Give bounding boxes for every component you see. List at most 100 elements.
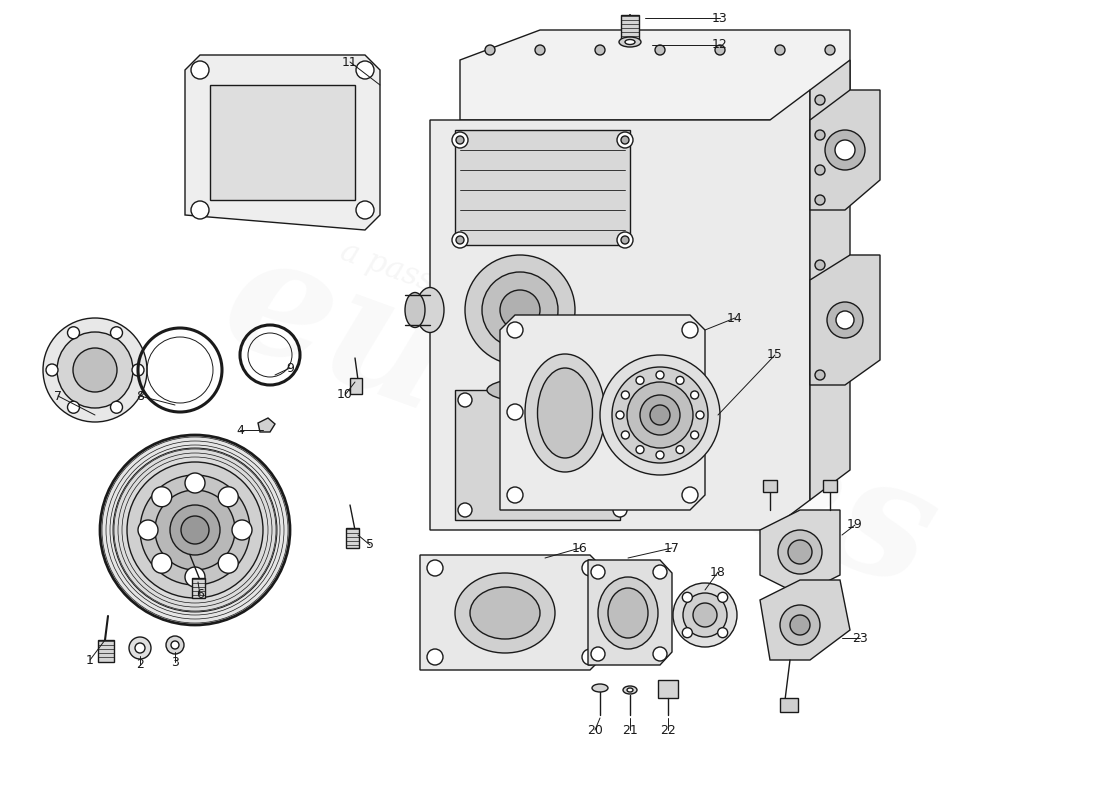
Circle shape (815, 130, 825, 140)
Circle shape (427, 560, 443, 576)
Circle shape (682, 322, 698, 338)
Ellipse shape (487, 378, 587, 402)
Circle shape (617, 132, 632, 148)
Circle shape (452, 132, 468, 148)
Circle shape (582, 649, 598, 665)
Bar (455, 130, 630, 245)
Circle shape (507, 487, 522, 503)
Circle shape (152, 486, 172, 506)
Text: 15: 15 (767, 349, 783, 362)
Bar (780, 698, 798, 712)
Polygon shape (460, 30, 850, 120)
Circle shape (656, 371, 664, 379)
Polygon shape (810, 90, 880, 210)
Circle shape (140, 475, 250, 585)
Circle shape (452, 232, 468, 248)
Circle shape (191, 61, 209, 79)
Circle shape (825, 130, 865, 170)
Circle shape (815, 370, 825, 380)
Polygon shape (258, 418, 275, 432)
Circle shape (776, 45, 785, 55)
Circle shape (166, 636, 184, 654)
Circle shape (43, 318, 147, 422)
Circle shape (653, 647, 667, 661)
Text: 22: 22 (660, 723, 675, 737)
Circle shape (170, 641, 179, 649)
Circle shape (636, 446, 644, 454)
Ellipse shape (592, 684, 608, 692)
Circle shape (427, 649, 443, 665)
Circle shape (621, 391, 629, 399)
Bar (346, 528, 359, 548)
Ellipse shape (525, 354, 605, 472)
Circle shape (676, 446, 684, 454)
Circle shape (152, 554, 172, 574)
Circle shape (815, 195, 825, 205)
Polygon shape (430, 90, 810, 530)
Circle shape (170, 505, 220, 555)
Circle shape (627, 382, 693, 448)
Text: 17: 17 (664, 542, 680, 554)
Circle shape (582, 560, 598, 576)
Text: 20: 20 (587, 723, 603, 737)
Bar (658, 680, 678, 698)
Ellipse shape (598, 577, 658, 649)
Circle shape (612, 367, 708, 463)
Circle shape (613, 393, 627, 407)
Circle shape (717, 628, 728, 638)
Circle shape (715, 45, 725, 55)
Circle shape (673, 583, 737, 647)
Bar (455, 390, 620, 520)
Circle shape (126, 462, 263, 598)
Circle shape (57, 332, 133, 408)
Circle shape (825, 45, 835, 55)
Circle shape (654, 45, 666, 55)
Circle shape (135, 643, 145, 653)
Polygon shape (760, 580, 850, 660)
Text: 7: 7 (54, 390, 62, 402)
Circle shape (458, 393, 472, 407)
Circle shape (482, 272, 558, 348)
Ellipse shape (619, 37, 641, 47)
Circle shape (682, 404, 698, 420)
Polygon shape (420, 555, 605, 670)
Text: 4: 4 (236, 423, 244, 437)
Circle shape (67, 402, 79, 414)
Circle shape (191, 201, 209, 219)
Circle shape (815, 260, 825, 270)
Circle shape (691, 431, 698, 439)
Circle shape (232, 520, 252, 540)
Circle shape (682, 487, 698, 503)
Circle shape (591, 647, 605, 661)
Circle shape (595, 45, 605, 55)
Ellipse shape (470, 587, 540, 639)
Ellipse shape (416, 287, 444, 333)
Bar (763, 480, 777, 492)
Circle shape (185, 567, 205, 587)
Circle shape (500, 290, 540, 330)
Circle shape (640, 395, 680, 435)
Bar (210, 85, 355, 200)
Circle shape (636, 376, 644, 384)
Circle shape (46, 364, 58, 376)
Ellipse shape (538, 368, 593, 458)
Ellipse shape (405, 293, 425, 327)
Circle shape (616, 411, 624, 419)
Polygon shape (810, 255, 880, 385)
Text: 14: 14 (727, 311, 742, 325)
Circle shape (138, 520, 158, 540)
Circle shape (683, 593, 727, 637)
Circle shape (656, 451, 664, 459)
Text: 12: 12 (712, 38, 728, 51)
Bar (350, 378, 362, 394)
Text: 23: 23 (852, 631, 868, 645)
Circle shape (827, 302, 864, 338)
Text: a passion for parts since 1985: a passion for parts since 1985 (336, 236, 784, 424)
Ellipse shape (625, 39, 635, 45)
Circle shape (653, 565, 667, 579)
Circle shape (132, 364, 144, 376)
Circle shape (155, 490, 235, 570)
Text: 2: 2 (136, 658, 144, 671)
Polygon shape (810, 60, 850, 500)
Text: 13: 13 (712, 11, 728, 25)
